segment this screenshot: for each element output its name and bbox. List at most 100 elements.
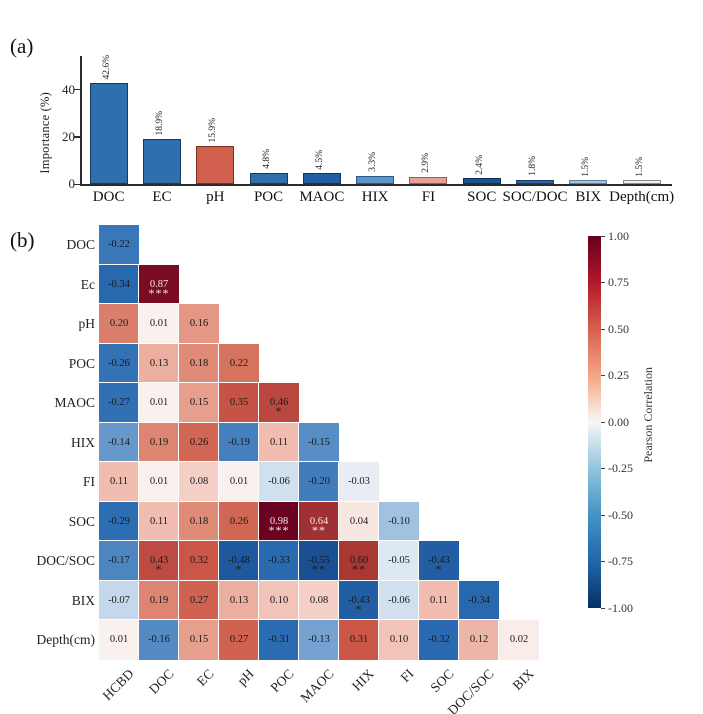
y-tick-mark-40 [74, 89, 80, 91]
cell-significance: *** [268, 522, 290, 537]
cell-value: -0.34 [108, 278, 130, 290]
y-tick-label-0: 0 [68, 176, 76, 191]
x-tick-label-maoc: MAOC [299, 189, 345, 205]
x-tick-label-soc: SOC [467, 189, 497, 205]
row-label-soc: SOC [68, 513, 95, 529]
bar-value-label-depth-cm: 1.5% [634, 156, 645, 177]
col-label-maoc: MAOC [297, 666, 337, 706]
cell-value: 0.11 [150, 515, 168, 527]
heatmap-cell-doc-soc-doc: 0.43 * [138, 540, 180, 581]
cell-value: 0.16 [189, 318, 209, 329]
cell-value: 0.43 [149, 555, 169, 566]
colorbar-tick-label-0-00: 0.00 [608, 414, 629, 429]
cell-value: 0.18 [189, 515, 209, 527]
heatmap-cell-bix-doc: 0.19 [138, 580, 180, 621]
x-tick-label-doc: DOC [92, 189, 125, 205]
bar-ec [142, 139, 181, 184]
colorbar-tick-mark-0-25 [601, 375, 605, 377]
cell-value: 0.10 [389, 634, 409, 645]
cell-value: -0.55 [308, 555, 330, 566]
heatmap-cell-soc-ec: 0.18 [178, 501, 220, 542]
cell-value: 0.12 [469, 634, 489, 645]
heatmap-cell-ph-hcbd: 0.20 [98, 303, 140, 344]
heatmap-cell-hix-poc: 0.11 [258, 422, 300, 463]
cell-value: -0.13 [308, 634, 330, 645]
heatmap-cell-poc-doc: 0.13 [138, 343, 180, 384]
heatmap-cell-depth-cm-doc: -0.16 [138, 619, 180, 660]
x-tick-label-fi: FI [421, 189, 436, 205]
cell-value: 0.27 [229, 634, 249, 645]
cell-value: -0.17 [108, 555, 130, 566]
y-tick-label-20: 20 [62, 128, 75, 144]
colorbar-tick-label-0-50: 0.50 [608, 321, 629, 336]
cell-value: 0.01 [149, 397, 169, 408]
cell-value: -0.43 [348, 594, 370, 606]
colorbar-tick-mark-0-75 [601, 561, 605, 563]
cell-value: 0.19 [149, 436, 169, 448]
y-axis-line [80, 56, 82, 185]
heatmap-cell-hix-hcbd: -0.14 [98, 422, 140, 463]
heatmap-cell-fi-ph: 0.01 [218, 461, 260, 502]
cell-value: 0.08 [309, 594, 329, 606]
heatmap-cell-ph-ec: 0.16 [178, 303, 220, 344]
cell-value: 0.26 [189, 436, 209, 448]
colorbar-tick-label-1-00: -1.00 [608, 600, 633, 615]
heatmap-cell-poc-hcbd: -0.26 [98, 343, 140, 384]
heatmap-cell-doc-soc-soc: -0.43 * [418, 540, 460, 581]
cell-value: 0.04 [349, 515, 369, 527]
colorbar-tick-label-0-75: 0.75 [608, 275, 629, 289]
x-tick-label-bix: BIX [575, 189, 602, 205]
colorbar-tick-label-0-25: -0.25 [608, 461, 633, 475]
panel-a-label: (a) [10, 34, 34, 58]
heatmap-cell-depth-cm-bix: 0.02 [498, 619, 540, 660]
cell-value: 0.46 [269, 397, 289, 408]
bar-value-label-bix: 1.5% [581, 156, 592, 177]
row-label-maoc: MAOC [54, 395, 95, 410]
heatmap-cell-depth-cm-soc: -0.32 [418, 619, 460, 660]
x-tick-label-depth-cm: Depth(cm) [609, 189, 675, 205]
colorbar-tick-mark-0-50 [601, 514, 605, 516]
cell-significance: ** [352, 562, 366, 576]
cell-value: -0.05 [388, 555, 410, 566]
x-tick-label-poc: POC [253, 189, 284, 205]
colorbar-tick-label-1-00: 1.00 [608, 228, 629, 243]
heatmap-cell-ec-doc: 0.87 *** [138, 264, 180, 305]
bar-soc-doc [516, 179, 555, 184]
colorbar-tick-label-0-25: 0.25 [608, 368, 629, 382]
cell-value: 0.11 [110, 476, 128, 487]
heatmap-cell-bix-fi: -0.06 [378, 580, 420, 621]
x-tick-label-hix: HIX [361, 189, 389, 205]
heatmap-cell-poc-ph: 0.22 [218, 343, 260, 384]
heatmap-cell-ec-hcbd: -0.34 [98, 264, 140, 305]
cell-value: 0.32 [189, 555, 209, 566]
heatmap-cell-soc-poc: 0.98 *** [258, 501, 300, 542]
cell-value: 0.01 [149, 318, 169, 329]
cell-significance: ** [312, 562, 326, 576]
heatmap-cell-depth-cm-fi: 0.10 [378, 619, 420, 660]
cell-significance: * [435, 562, 443, 576]
heatmap-cell-doc-soc-poc: -0.33 [258, 540, 300, 581]
cell-significance: ** [312, 522, 326, 537]
heatmap-cell-doc-soc-ec: 0.32 [178, 540, 220, 581]
cell-value: 0.13 [149, 357, 169, 369]
heatmap-cell-fi-hcbd: 0.11 [98, 461, 140, 502]
cell-value: -0.31 [268, 634, 290, 645]
cell-value: -0.07 [108, 594, 130, 606]
row-label-ph: pH [78, 316, 96, 331]
colorbar-gradient [588, 236, 601, 608]
heatmap-cell-doc-hcbd: -0.22 [98, 224, 140, 265]
col-label-hcbd: HCBD [99, 666, 137, 704]
heatmap-cell-fi-hix: -0.03 [338, 461, 380, 502]
cell-value: 0.22 [229, 357, 249, 369]
row-label-hix: HIX [71, 434, 95, 450]
bar-value-label-hix: 3.3% [368, 152, 379, 173]
cell-value: 0.11 [430, 594, 448, 606]
heatmap-cell-maoc-ec: 0.15 [178, 382, 220, 423]
bar-value-label-doc: 42.6% [101, 54, 112, 80]
cell-value: -0.15 [308, 436, 330, 448]
y-tick-mark-20 [74, 136, 80, 138]
bar-value-label-poc: 4.8% [261, 148, 272, 169]
cell-value: -0.32 [428, 634, 450, 645]
cell-value: 0.31 [349, 634, 369, 645]
x-axis-line [80, 184, 672, 186]
